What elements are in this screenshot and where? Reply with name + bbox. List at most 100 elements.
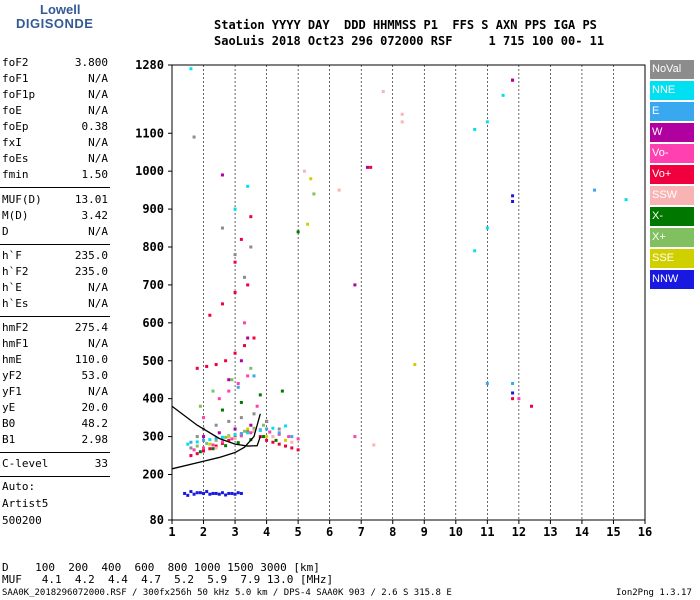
data-point-vo- — [202, 449, 206, 453]
param-name: hmE — [2, 353, 22, 366]
param-name: h`E — [2, 281, 22, 294]
data-point-vo- — [246, 374, 250, 378]
header-labels: Station YYYY DAY DDD HHMMSS P1 FFS S AXN… — [214, 18, 597, 32]
data-point-nne — [208, 438, 212, 442]
data-point-vo- — [517, 397, 521, 401]
data-point-nne — [246, 431, 250, 435]
data-point-vo- — [239, 434, 243, 438]
data-point-nnw — [195, 491, 199, 495]
data-point-sse — [413, 363, 417, 367]
data-point-vo- — [296, 448, 300, 452]
data-point-sse — [306, 222, 310, 226]
legend-item-nnw: NNW — [650, 270, 694, 289]
data-point-e — [252, 374, 256, 378]
data-point-nnw — [511, 194, 515, 198]
data-point-vo- — [296, 437, 300, 441]
y-tick-label: 300 — [142, 430, 164, 444]
x-tick-label: 14 — [575, 525, 589, 539]
param-value: 3.800 — [74, 56, 108, 69]
data-point-sse — [246, 427, 250, 431]
data-point-x- — [236, 441, 240, 445]
legend-item-sse: SSE — [650, 249, 694, 268]
data-point-nnw — [192, 492, 196, 496]
param-name: yF1 — [2, 385, 22, 398]
data-point-nnw — [217, 492, 221, 496]
data-point-e — [511, 382, 515, 385]
data-point-nne — [233, 207, 237, 211]
param-name: h`F — [2, 249, 22, 262]
data-point-e — [202, 438, 206, 442]
data-point-vo- — [208, 313, 212, 317]
param-row-hmf2: hmF2 275.4 — [2, 321, 108, 337]
param-row-foe: foE N/A — [2, 104, 108, 120]
param-value: N/A — [88, 385, 108, 398]
data-point-nnw — [230, 491, 234, 495]
muf-distance-row: D 100 200 400 600 800 1000 1500 3000 [km… — [2, 561, 320, 574]
data-point-nne — [186, 442, 190, 446]
data-point-ssw — [302, 169, 306, 173]
data-point-w — [246, 336, 250, 340]
param-name: yE — [2, 401, 16, 414]
data-point-x- — [249, 366, 253, 370]
data-point-vo- — [255, 404, 259, 408]
legend-item-x-: X- — [650, 207, 694, 226]
data-point-vo- — [214, 363, 218, 367]
x-tick-label: 10 — [449, 525, 463, 539]
data-point-ssw — [271, 435, 275, 439]
param-row-c-level: C-level 33 — [2, 457, 108, 473]
param-separator — [0, 244, 110, 245]
data-point-e — [189, 440, 193, 444]
param-separator — [0, 187, 110, 188]
x-tick-label: 16 — [638, 525, 652, 539]
data-point-nne — [233, 433, 237, 437]
data-point-noval — [192, 135, 196, 139]
data-point-vo- — [290, 446, 294, 450]
data-point-noval — [252, 412, 256, 416]
data-point-vo- — [202, 446, 206, 450]
param-name: fxI — [2, 136, 22, 149]
lowell-logo-text: Lowell — [40, 2, 81, 17]
param-name: h`Es — [2, 297, 29, 310]
param-name: D — [2, 225, 9, 238]
footer-file-info: SAA0K_2018296072000.RSF / 300fx256h 50 k… — [2, 588, 452, 598]
plot-frame — [171, 64, 646, 521]
param-row-b1: B1 2.98 — [2, 433, 108, 449]
x-tick-label: 5 — [295, 525, 302, 539]
data-point-e — [485, 382, 489, 385]
param-row-fmin: fmin 1.50 — [2, 168, 108, 184]
param-row-hmf1: hmF1 N/A — [2, 337, 108, 353]
data-point-vo- — [511, 397, 515, 401]
param-value: 48.2 — [81, 417, 109, 430]
param-row-d: D N/A — [2, 225, 108, 241]
x-tick-label: 8 — [389, 525, 396, 539]
data-point-ssw — [214, 446, 218, 450]
param-value: N/A — [88, 88, 108, 101]
data-point-nnw — [186, 493, 190, 497]
data-point-nne — [485, 226, 489, 230]
param-value: 235.0 — [74, 249, 108, 262]
data-point-sse — [265, 435, 269, 439]
data-point-w — [249, 423, 253, 427]
data-point-vo- — [220, 440, 224, 444]
param-row-h-es: h`Es N/A — [2, 297, 108, 313]
data-point-nnw — [511, 200, 515, 203]
legend-item-nne: NNE — [650, 81, 694, 100]
data-point-sse — [227, 435, 231, 439]
data-point-x- — [252, 426, 256, 430]
data-point-w — [366, 165, 370, 169]
data-point-nnw — [227, 491, 231, 495]
data-point-vo- — [214, 444, 218, 448]
data-point-nne — [246, 184, 250, 188]
y-tick-label: 200 — [142, 468, 164, 482]
x-tick-label: 3 — [231, 525, 238, 539]
param-name: B1 — [2, 433, 16, 446]
param-row-fxi: fxI N/A — [2, 136, 108, 152]
data-point-x- — [230, 378, 234, 382]
data-point-vo- — [268, 430, 272, 434]
data-point-ssw — [233, 436, 237, 440]
data-point-ssw — [290, 440, 294, 444]
legend-item-e: E — [650, 102, 694, 121]
param-name: C-level — [2, 457, 49, 470]
y-tick-label: 1100 — [135, 126, 164, 140]
data-point-x- — [312, 192, 316, 196]
